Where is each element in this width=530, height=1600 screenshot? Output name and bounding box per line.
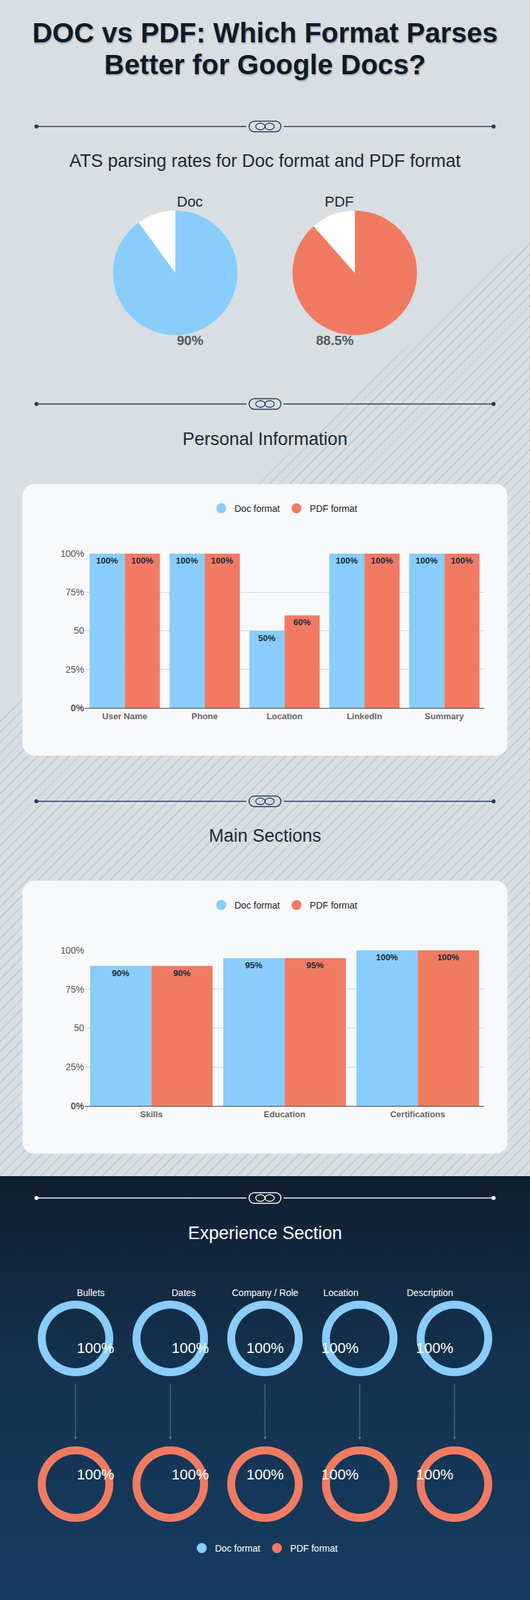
svg-text:100%: 100%: [211, 555, 234, 566]
svg-text:50: 50: [73, 625, 85, 636]
svg-text:25%: 25%: [65, 1061, 85, 1073]
svg-text:100%: 100%: [246, 1466, 284, 1484]
svg-text:100%: 100%: [131, 555, 154, 566]
svg-text:100%: 100%: [416, 1340, 454, 1357]
svg-text:50%: 50%: [258, 633, 276, 644]
svg-text:Doc format: Doc format: [234, 900, 281, 911]
svg-text:75%: 75%: [65, 586, 85, 598]
svg-text:Certifications: Certifications: [390, 1109, 446, 1120]
svg-text:90%: 90%: [111, 968, 130, 979]
html-text:DOC vs PDF: Which Format Parse: DOC vs PDF: Which Format Parses Better f…: [32, 17, 498, 81]
svg-text:100%: 100%: [375, 952, 399, 963]
svg-text:PDF format: PDF format: [310, 900, 358, 911]
svg-text:90%: 90%: [173, 968, 191, 979]
html-text:Personal Information: Personal Information: [182, 429, 348, 450]
svg-text:100%: 100%: [450, 555, 474, 566]
svg-text:PDF format: PDF format: [310, 503, 358, 515]
svg-text:88.5%: 88.5%: [316, 333, 354, 348]
svg-text:User Name: User Name: [102, 711, 148, 722]
svg-text:25%: 25%: [65, 664, 85, 676]
svg-text:60%: 60%: [293, 617, 311, 628]
svg-text:Summary: Summary: [424, 711, 465, 722]
svg-text:100%: 100%: [76, 1340, 114, 1357]
svg-text:Phone: Phone: [191, 711, 218, 722]
svg-text:100%: 100%: [416, 1466, 454, 1484]
html-text:Main Sections: Main Sections: [208, 826, 322, 847]
svg-text:90%: 90%: [176, 333, 204, 348]
svg-text:100%: 100%: [246, 1340, 284, 1357]
svg-text:100%: 100%: [415, 555, 438, 566]
svg-text:PDF: PDF: [324, 193, 354, 211]
svg-text:100%: 100%: [321, 1466, 359, 1484]
svg-text:95%: 95%: [245, 960, 263, 971]
svg-text:Education: Education: [263, 1109, 306, 1120]
svg-text:100%: 100%: [176, 555, 199, 566]
svg-text:50: 50: [73, 1022, 85, 1034]
svg-text:0%: 0%: [70, 702, 85, 714]
svg-text:95%: 95%: [306, 960, 324, 971]
svg-text:0%: 0%: [70, 1101, 85, 1112]
svg-text:Location: Location: [323, 1287, 359, 1299]
svg-text:Company / Role: Company / Role: [231, 1287, 299, 1299]
svg-text:100%: 100%: [321, 1340, 359, 1357]
svg-text:100%: 100%: [371, 555, 394, 566]
svg-text:100%: 100%: [335, 555, 359, 566]
html-text:ATS parsing rates for Doc form: ATS parsing rates for Doc format and PDF…: [69, 151, 461, 171]
html-text:Experience Section: Experience Section: [187, 1223, 343, 1244]
svg-text:Bullets: Bullets: [76, 1287, 105, 1299]
svg-text:75%: 75%: [65, 984, 85, 996]
svg-text:100%: 100%: [60, 548, 85, 560]
svg-text:Description: Description: [406, 1287, 454, 1299]
svg-text:PDF format: PDF format: [290, 1543, 338, 1555]
svg-text:Location: Location: [266, 711, 303, 722]
svg-text:Skills: Skills: [140, 1109, 163, 1120]
svg-text:Doc format: Doc format: [234, 503, 281, 515]
svg-text:100%: 100%: [76, 1466, 114, 1484]
svg-text:100%: 100%: [96, 555, 119, 566]
svg-text:100%: 100%: [171, 1340, 209, 1357]
svg-text:Doc format: Doc format: [215, 1543, 262, 1555]
svg-text:LinkedIn: LinkedIn: [346, 711, 383, 722]
svg-text:Doc: Doc: [176, 193, 203, 211]
svg-text:100%: 100%: [60, 945, 85, 956]
svg-text:100%: 100%: [437, 952, 460, 963]
svg-text:100%: 100%: [171, 1466, 209, 1484]
svg-text:Dates: Dates: [171, 1287, 197, 1299]
